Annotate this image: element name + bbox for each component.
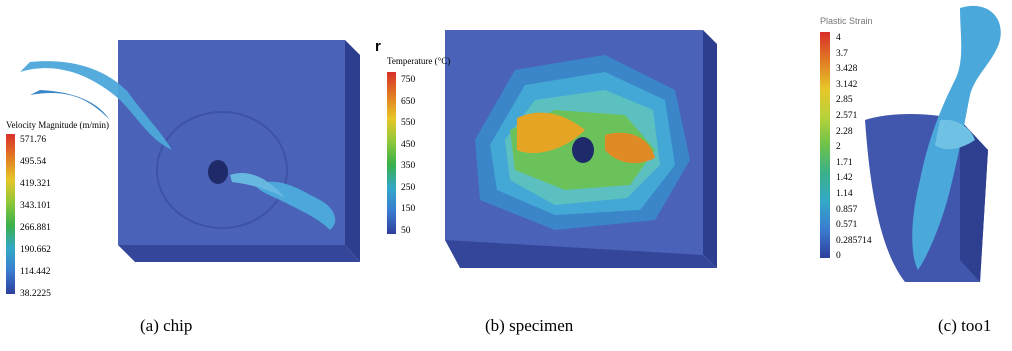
legend-tick: 4 bbox=[836, 33, 841, 43]
legend-tick: 2.28 bbox=[836, 126, 853, 137]
legend-tick: 0.857 bbox=[836, 204, 858, 215]
legend-tick: 650 bbox=[401, 96, 416, 107]
panel-specimen: r Temperature (°C) 750 650 550 450 350 2… bbox=[375, 0, 745, 351]
caption-specimen: (b) specimen bbox=[485, 316, 574, 335]
legend-tick: 190.662 bbox=[20, 245, 51, 255]
legend-title: Temperature (°C) bbox=[387, 56, 451, 66]
legend-tick: 50 bbox=[401, 225, 411, 236]
legend-tick: 750 bbox=[401, 75, 416, 85]
legend-tick: 450 bbox=[401, 139, 416, 150]
legend-tick: 1.42 bbox=[836, 173, 853, 184]
legend-title: Velocity Magnitude (m/min) bbox=[6, 120, 109, 130]
legend-tick: 3.142 bbox=[836, 79, 858, 90]
legend-tick: 495.54 bbox=[20, 157, 47, 167]
color-bar bbox=[820, 32, 830, 258]
legend-tick: 1.14 bbox=[836, 189, 853, 199]
legend-tick: 266.881 bbox=[20, 223, 51, 233]
legend-tick: 571.76 bbox=[20, 135, 47, 145]
legend-tick: 3.7 bbox=[836, 48, 848, 59]
legend-tick: 150 bbox=[401, 204, 416, 214]
legend-tick: 350 bbox=[401, 161, 416, 171]
legend-tick: 419.321 bbox=[20, 179, 51, 189]
color-bar bbox=[387, 72, 396, 234]
legend-tick: 250 bbox=[401, 182, 416, 193]
tool-simulation-render bbox=[865, 5, 1001, 282]
legend-tick: 2.571 bbox=[836, 111, 858, 121]
legend-tick: 114.442 bbox=[20, 267, 51, 277]
legend-tick: 3.428 bbox=[836, 64, 858, 75]
legend-tick: 2 bbox=[836, 142, 841, 153]
panel-tool: Plastic Strain 4 3.7 3.428 3.142 2.85 2.… bbox=[810, 0, 1012, 351]
legend-tick: 38.2225 bbox=[20, 289, 51, 299]
legend-tick: 0.285714 bbox=[836, 235, 872, 246]
legend-tick: 550 bbox=[401, 118, 416, 128]
caption-tool: (c) too1 bbox=[938, 316, 992, 335]
stray-mark: r bbox=[375, 38, 381, 55]
legend-tick: 343.101 bbox=[20, 201, 51, 211]
legend-title: Plastic Strain bbox=[820, 16, 873, 26]
chip-simulation-render bbox=[20, 40, 360, 262]
color-bar bbox=[6, 134, 15, 294]
caption-chip: (a) chip bbox=[140, 316, 193, 335]
legend-tick: 1.71 bbox=[836, 157, 853, 168]
legend-tick: 0.571 bbox=[836, 220, 858, 231]
legend-tick: 0 bbox=[836, 251, 841, 262]
panel-chip: Velocity Magnitude (m/min) 571.76 495.54… bbox=[0, 0, 360, 351]
specimen-simulation-render bbox=[445, 30, 717, 268]
legend-tick: 2.85 bbox=[836, 95, 853, 106]
